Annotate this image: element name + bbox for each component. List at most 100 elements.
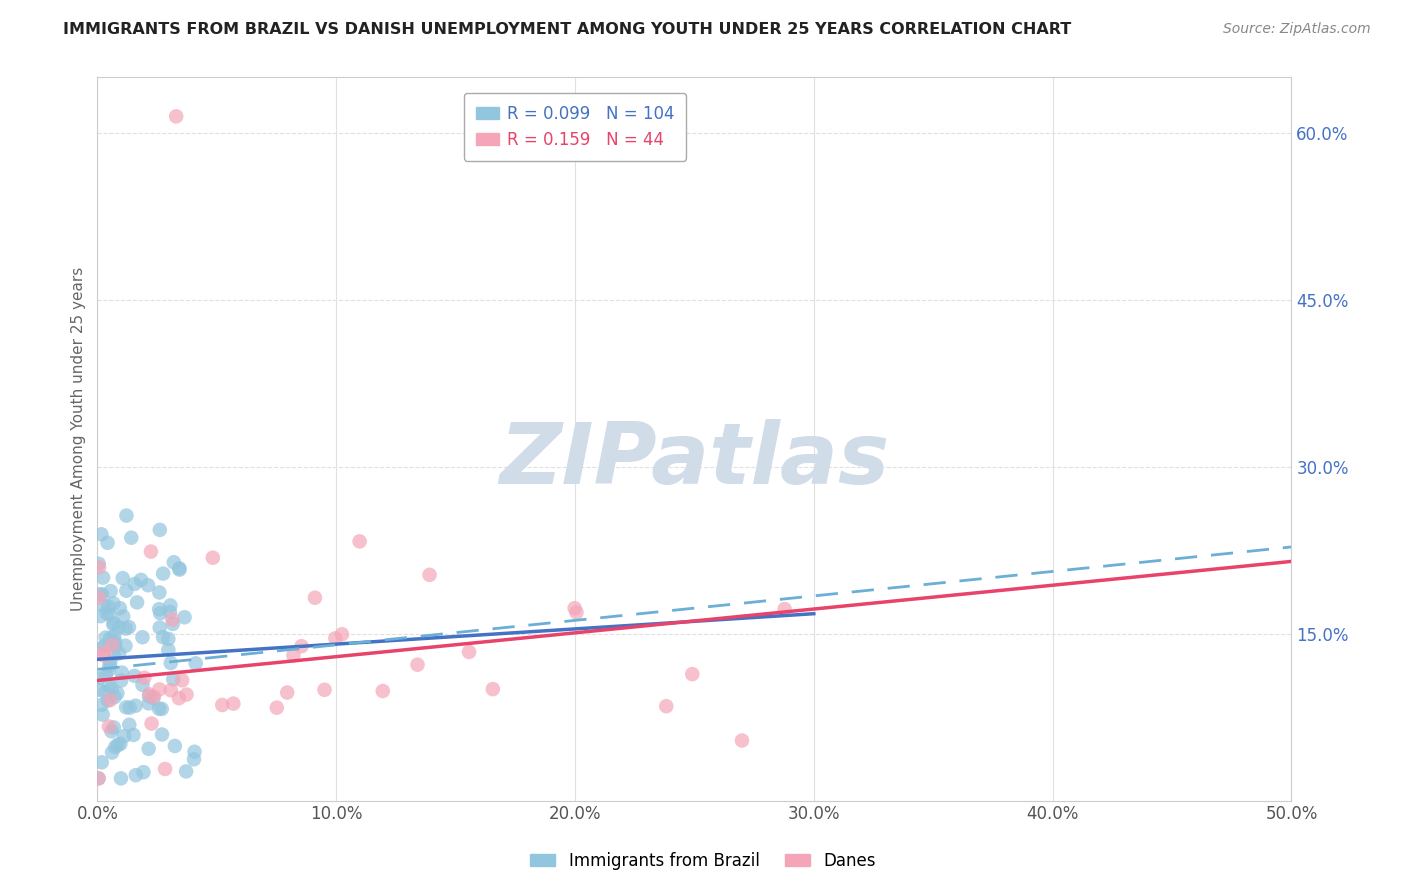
Point bbox=[87, 557, 110, 571]
Point bbox=[183, 752, 205, 766]
Point bbox=[406, 657, 429, 672]
Point bbox=[138, 689, 160, 703]
Point bbox=[87, 772, 110, 786]
Point bbox=[138, 687, 160, 701]
Point bbox=[97, 663, 120, 677]
Point bbox=[655, 699, 678, 714]
Point bbox=[157, 643, 180, 657]
Point bbox=[371, 684, 394, 698]
Point bbox=[222, 697, 245, 711]
Point bbox=[172, 673, 194, 688]
Point bbox=[283, 648, 305, 663]
Point bbox=[731, 733, 754, 747]
Point bbox=[125, 595, 148, 609]
Point bbox=[304, 591, 326, 605]
Text: IMMIGRANTS FROM BRAZIL VS DANISH UNEMPLOYMENT AMONG YOUTH UNDER 25 YEARS CORRELA: IMMIGRANTS FROM BRAZIL VS DANISH UNEMPLO… bbox=[63, 22, 1071, 37]
Y-axis label: Unemployment Among Youth under 25 years: Unemployment Among Youth under 25 years bbox=[72, 267, 86, 611]
Point bbox=[104, 638, 127, 652]
Point bbox=[152, 566, 174, 581]
Legend: Immigrants from Brazil, Danes: Immigrants from Brazil, Danes bbox=[524, 846, 882, 877]
Point bbox=[773, 602, 796, 616]
Point bbox=[266, 700, 288, 714]
Point bbox=[564, 601, 586, 615]
Point bbox=[90, 527, 112, 541]
Point bbox=[89, 588, 111, 602]
Point bbox=[419, 567, 441, 582]
Point bbox=[131, 630, 153, 644]
Point bbox=[152, 630, 174, 644]
Point bbox=[142, 690, 165, 704]
Point bbox=[104, 740, 127, 755]
Point bbox=[87, 671, 110, 685]
Point bbox=[148, 585, 170, 599]
Point bbox=[112, 609, 135, 624]
Point bbox=[111, 665, 134, 680]
Point bbox=[108, 601, 131, 615]
Point bbox=[153, 762, 176, 776]
Point bbox=[96, 606, 118, 620]
Point bbox=[100, 584, 122, 599]
Point bbox=[124, 577, 146, 591]
Point bbox=[162, 613, 184, 627]
Point bbox=[141, 716, 163, 731]
Point bbox=[118, 700, 141, 714]
Point bbox=[169, 561, 191, 575]
Point bbox=[173, 610, 195, 624]
Point bbox=[131, 678, 153, 692]
Point bbox=[103, 648, 125, 662]
Point bbox=[115, 583, 138, 598]
Point bbox=[129, 573, 152, 587]
Point bbox=[138, 741, 160, 756]
Point bbox=[125, 768, 148, 782]
Point bbox=[97, 679, 120, 693]
Point bbox=[97, 599, 120, 614]
Point bbox=[115, 700, 138, 714]
Point bbox=[142, 690, 165, 705]
Point bbox=[97, 719, 120, 733]
Point bbox=[87, 772, 110, 786]
Point bbox=[93, 648, 115, 663]
Point bbox=[159, 605, 181, 619]
Point bbox=[89, 560, 111, 574]
Point bbox=[115, 508, 138, 523]
Point bbox=[90, 756, 112, 770]
Point bbox=[132, 765, 155, 780]
Point bbox=[107, 738, 129, 752]
Point bbox=[124, 669, 146, 683]
Point bbox=[90, 609, 112, 624]
Point bbox=[167, 691, 190, 706]
Point bbox=[96, 536, 118, 550]
Point bbox=[565, 606, 588, 620]
Point bbox=[325, 632, 347, 646]
Point bbox=[134, 671, 156, 685]
Point bbox=[174, 764, 197, 779]
Point bbox=[118, 717, 141, 731]
Point bbox=[148, 682, 170, 697]
Point bbox=[176, 688, 198, 702]
Point bbox=[349, 534, 371, 549]
Point bbox=[105, 686, 128, 700]
Point bbox=[87, 682, 110, 697]
Point bbox=[98, 656, 121, 670]
Point bbox=[98, 658, 121, 673]
Point bbox=[139, 544, 162, 558]
Point bbox=[159, 599, 181, 613]
Point bbox=[94, 668, 117, 682]
Point bbox=[211, 698, 233, 712]
Point bbox=[94, 631, 117, 645]
Point bbox=[122, 728, 145, 742]
Point bbox=[91, 587, 114, 601]
Point bbox=[149, 621, 172, 635]
Text: Source: ZipAtlas.com: Source: ZipAtlas.com bbox=[1223, 22, 1371, 37]
Point bbox=[681, 667, 703, 681]
Point bbox=[112, 729, 135, 743]
Point bbox=[124, 698, 146, 713]
Point bbox=[111, 571, 134, 585]
Point bbox=[165, 109, 187, 123]
Point bbox=[114, 622, 136, 636]
Point bbox=[150, 727, 173, 741]
Point bbox=[110, 673, 132, 688]
Point bbox=[103, 616, 125, 631]
Point bbox=[290, 639, 312, 653]
Point bbox=[103, 596, 125, 610]
